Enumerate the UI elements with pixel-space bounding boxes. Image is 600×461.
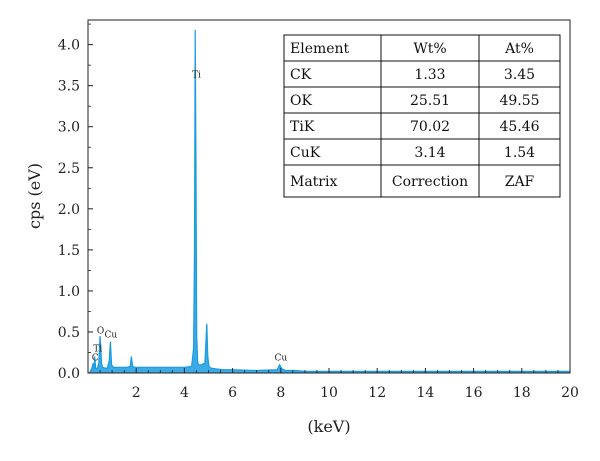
table-header-cell: At% (504, 41, 534, 57)
x-tick-label: 16 (465, 385, 483, 401)
x-axis-title: (keV) (307, 417, 350, 436)
plot-frame (87, 19, 571, 374)
x-tick-label: 14 (416, 385, 434, 401)
x-tick-label: 6 (228, 385, 237, 401)
y-axis-title: cps (eV) (25, 163, 44, 229)
x-tick-label: 2 (132, 385, 141, 401)
plot-area (88, 29, 570, 374)
y-tick-label: 4.0 (58, 38, 80, 54)
table-cell: Correction (392, 174, 468, 190)
y-tick-label: 1.0 (58, 284, 80, 300)
table-cell: 1.54 (504, 145, 535, 161)
y-tick-label: 2.5 (58, 161, 80, 177)
x-tick-label: 20 (561, 385, 579, 401)
y-tick-label: 2.0 (58, 202, 80, 218)
peak-label: Ti (192, 70, 201, 80)
table-header-cell: Wt% (413, 41, 446, 57)
x-tick-label: 12 (368, 385, 386, 401)
table-cell: 1.33 (414, 67, 445, 83)
peak-label: C (92, 354, 99, 364)
x-tick-label: 10 (320, 385, 338, 401)
y-tick-label: 3.5 (58, 79, 80, 95)
peak-label: O (97, 327, 104, 337)
table-cell: CK (290, 67, 312, 83)
table-cell: 49.55 (499, 93, 539, 109)
y-tick-label: 3.0 (58, 120, 80, 136)
table-cell: 45.46 (499, 119, 539, 135)
table-header-cell: Element (290, 41, 350, 57)
table-cell: ZAF (505, 174, 535, 190)
table-cell: OK (290, 93, 312, 109)
table-cell: 3.45 (504, 67, 535, 83)
table-cell: Matrix (290, 174, 337, 190)
composition-table: Element Wt% At% CK 1.33 3.45 OK 25.51 49.55 TiK 70… (283, 34, 561, 198)
table-cell: CuK (290, 145, 321, 161)
spectrum-line-0 (88, 29, 570, 374)
table-cell: TiK (290, 119, 315, 135)
x-tick-label: 8 (276, 385, 285, 401)
peak-label: Cu (105, 331, 118, 341)
table-frame (283, 34, 561, 198)
y-tick-label: 0.5 (58, 325, 80, 341)
peak-label: Ti (93, 345, 102, 355)
peak-label: Cu (274, 354, 287, 364)
table-cell: 25.51 (410, 93, 450, 109)
y-tick-label: 0.0 (58, 366, 80, 382)
table-cell: 70.02 (410, 119, 450, 135)
x-tick-label: 4 (180, 385, 189, 401)
table-cell: 3.14 (414, 145, 445, 161)
y-tick-label: 1.5 (58, 243, 80, 259)
x-tick-label: 18 (513, 385, 531, 401)
